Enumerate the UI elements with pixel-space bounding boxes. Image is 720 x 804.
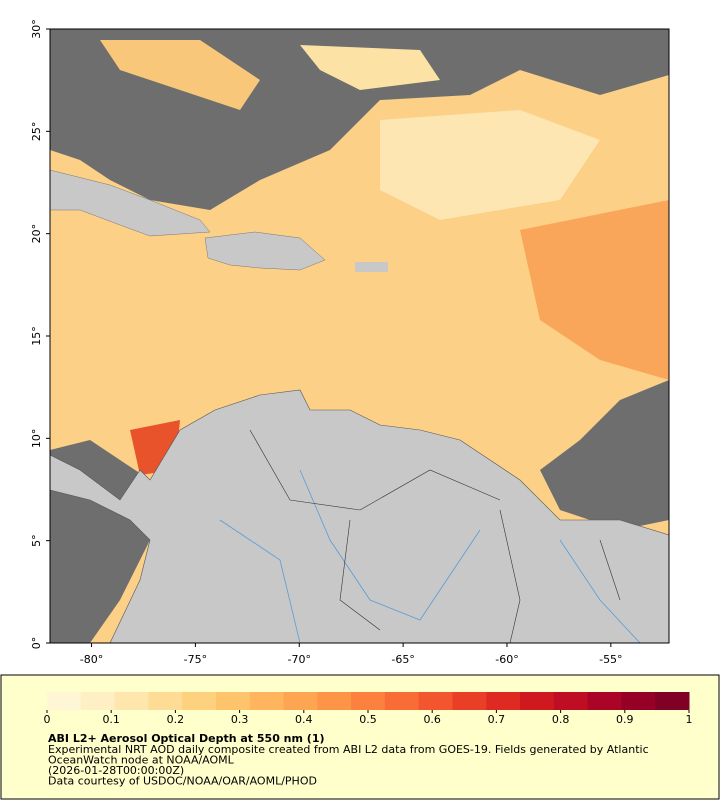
colorbar-tick-label: 1 xyxy=(686,713,693,726)
map-imagery xyxy=(49,28,670,644)
caption-line: Data courtesy of USDOC/NOAA/OAR/AOML/PHO… xyxy=(48,775,317,788)
colorbar-cell xyxy=(587,692,622,710)
x-tick-label: -80° xyxy=(80,653,103,666)
aerosol-patch xyxy=(100,40,260,110)
colorbar-cell xyxy=(80,692,116,710)
y-tick-label: 10° xyxy=(30,429,43,449)
colorbar-tick-label: 0.8 xyxy=(552,713,570,726)
colorbar-cell xyxy=(182,692,217,710)
land xyxy=(49,169,211,237)
colorbar-cell xyxy=(114,692,149,710)
y-tick-label: 30° xyxy=(30,19,43,39)
colorbar-cell xyxy=(520,692,555,710)
colorbar-cell xyxy=(621,692,656,710)
border xyxy=(249,429,621,644)
x-tick-label: -75° xyxy=(184,653,207,666)
colorbar-cell xyxy=(215,692,251,710)
colorbar-cell xyxy=(384,692,420,710)
colorbar-tick-label: 0.2 xyxy=(167,713,185,726)
colorbar-cell xyxy=(553,692,589,710)
caption-title: ABI L2+ Aerosol Optical Depth at 550 nm … xyxy=(48,732,325,745)
colorbar-cell xyxy=(655,692,690,710)
river xyxy=(219,469,641,644)
caption-line: Experimental NRT AOD daily composite cre… xyxy=(48,743,649,756)
colorbar-cell xyxy=(47,692,82,710)
colorbar-cell xyxy=(317,692,352,710)
y-tick-label: 5° xyxy=(30,534,43,547)
colorbar-cell xyxy=(418,692,453,710)
colorbar-cell xyxy=(249,692,285,710)
aerosol-patch xyxy=(380,110,600,220)
caption-line: OceanWatch node at NOAA/AOML xyxy=(48,754,235,767)
aerosol-patch xyxy=(300,45,440,90)
caption-line: (2026-01-28T00:00:00Z) xyxy=(48,764,184,777)
colorbar-tick-label: 0.7 xyxy=(488,713,506,726)
x-tick-label: -65° xyxy=(391,653,414,666)
colorbar-cell xyxy=(452,692,487,710)
y-tick-label: 20° xyxy=(30,224,43,244)
colorbar-tick-label: 0.4 xyxy=(295,713,313,726)
colorbar-tick-label: 0 xyxy=(44,713,51,726)
y-tick-label: 0° xyxy=(30,637,43,650)
colorbar-tick-label: 0.5 xyxy=(359,713,377,726)
x-tick-label: -55° xyxy=(599,653,622,666)
x-tick-label: -60° xyxy=(495,653,518,666)
land xyxy=(355,262,388,272)
y-tick-label: 15° xyxy=(30,326,43,346)
colorbar-tick-label: 0.3 xyxy=(231,713,249,726)
colorbar-cell xyxy=(148,692,183,710)
aerosol-patch xyxy=(520,200,669,380)
x-tick-label: -70° xyxy=(288,653,311,666)
land xyxy=(204,231,326,271)
colorbar-tick-label: 0.9 xyxy=(616,713,634,726)
colorbar-cell xyxy=(351,692,386,710)
colorbar-cell xyxy=(283,692,318,710)
colorbar-tick-label: 0.6 xyxy=(423,713,441,726)
y-tick-label: 25° xyxy=(30,122,43,142)
colorbar-cell xyxy=(486,692,521,710)
land xyxy=(49,389,670,644)
cloud-cover xyxy=(540,380,669,530)
colorbar-tick-label: 0.1 xyxy=(102,713,120,726)
